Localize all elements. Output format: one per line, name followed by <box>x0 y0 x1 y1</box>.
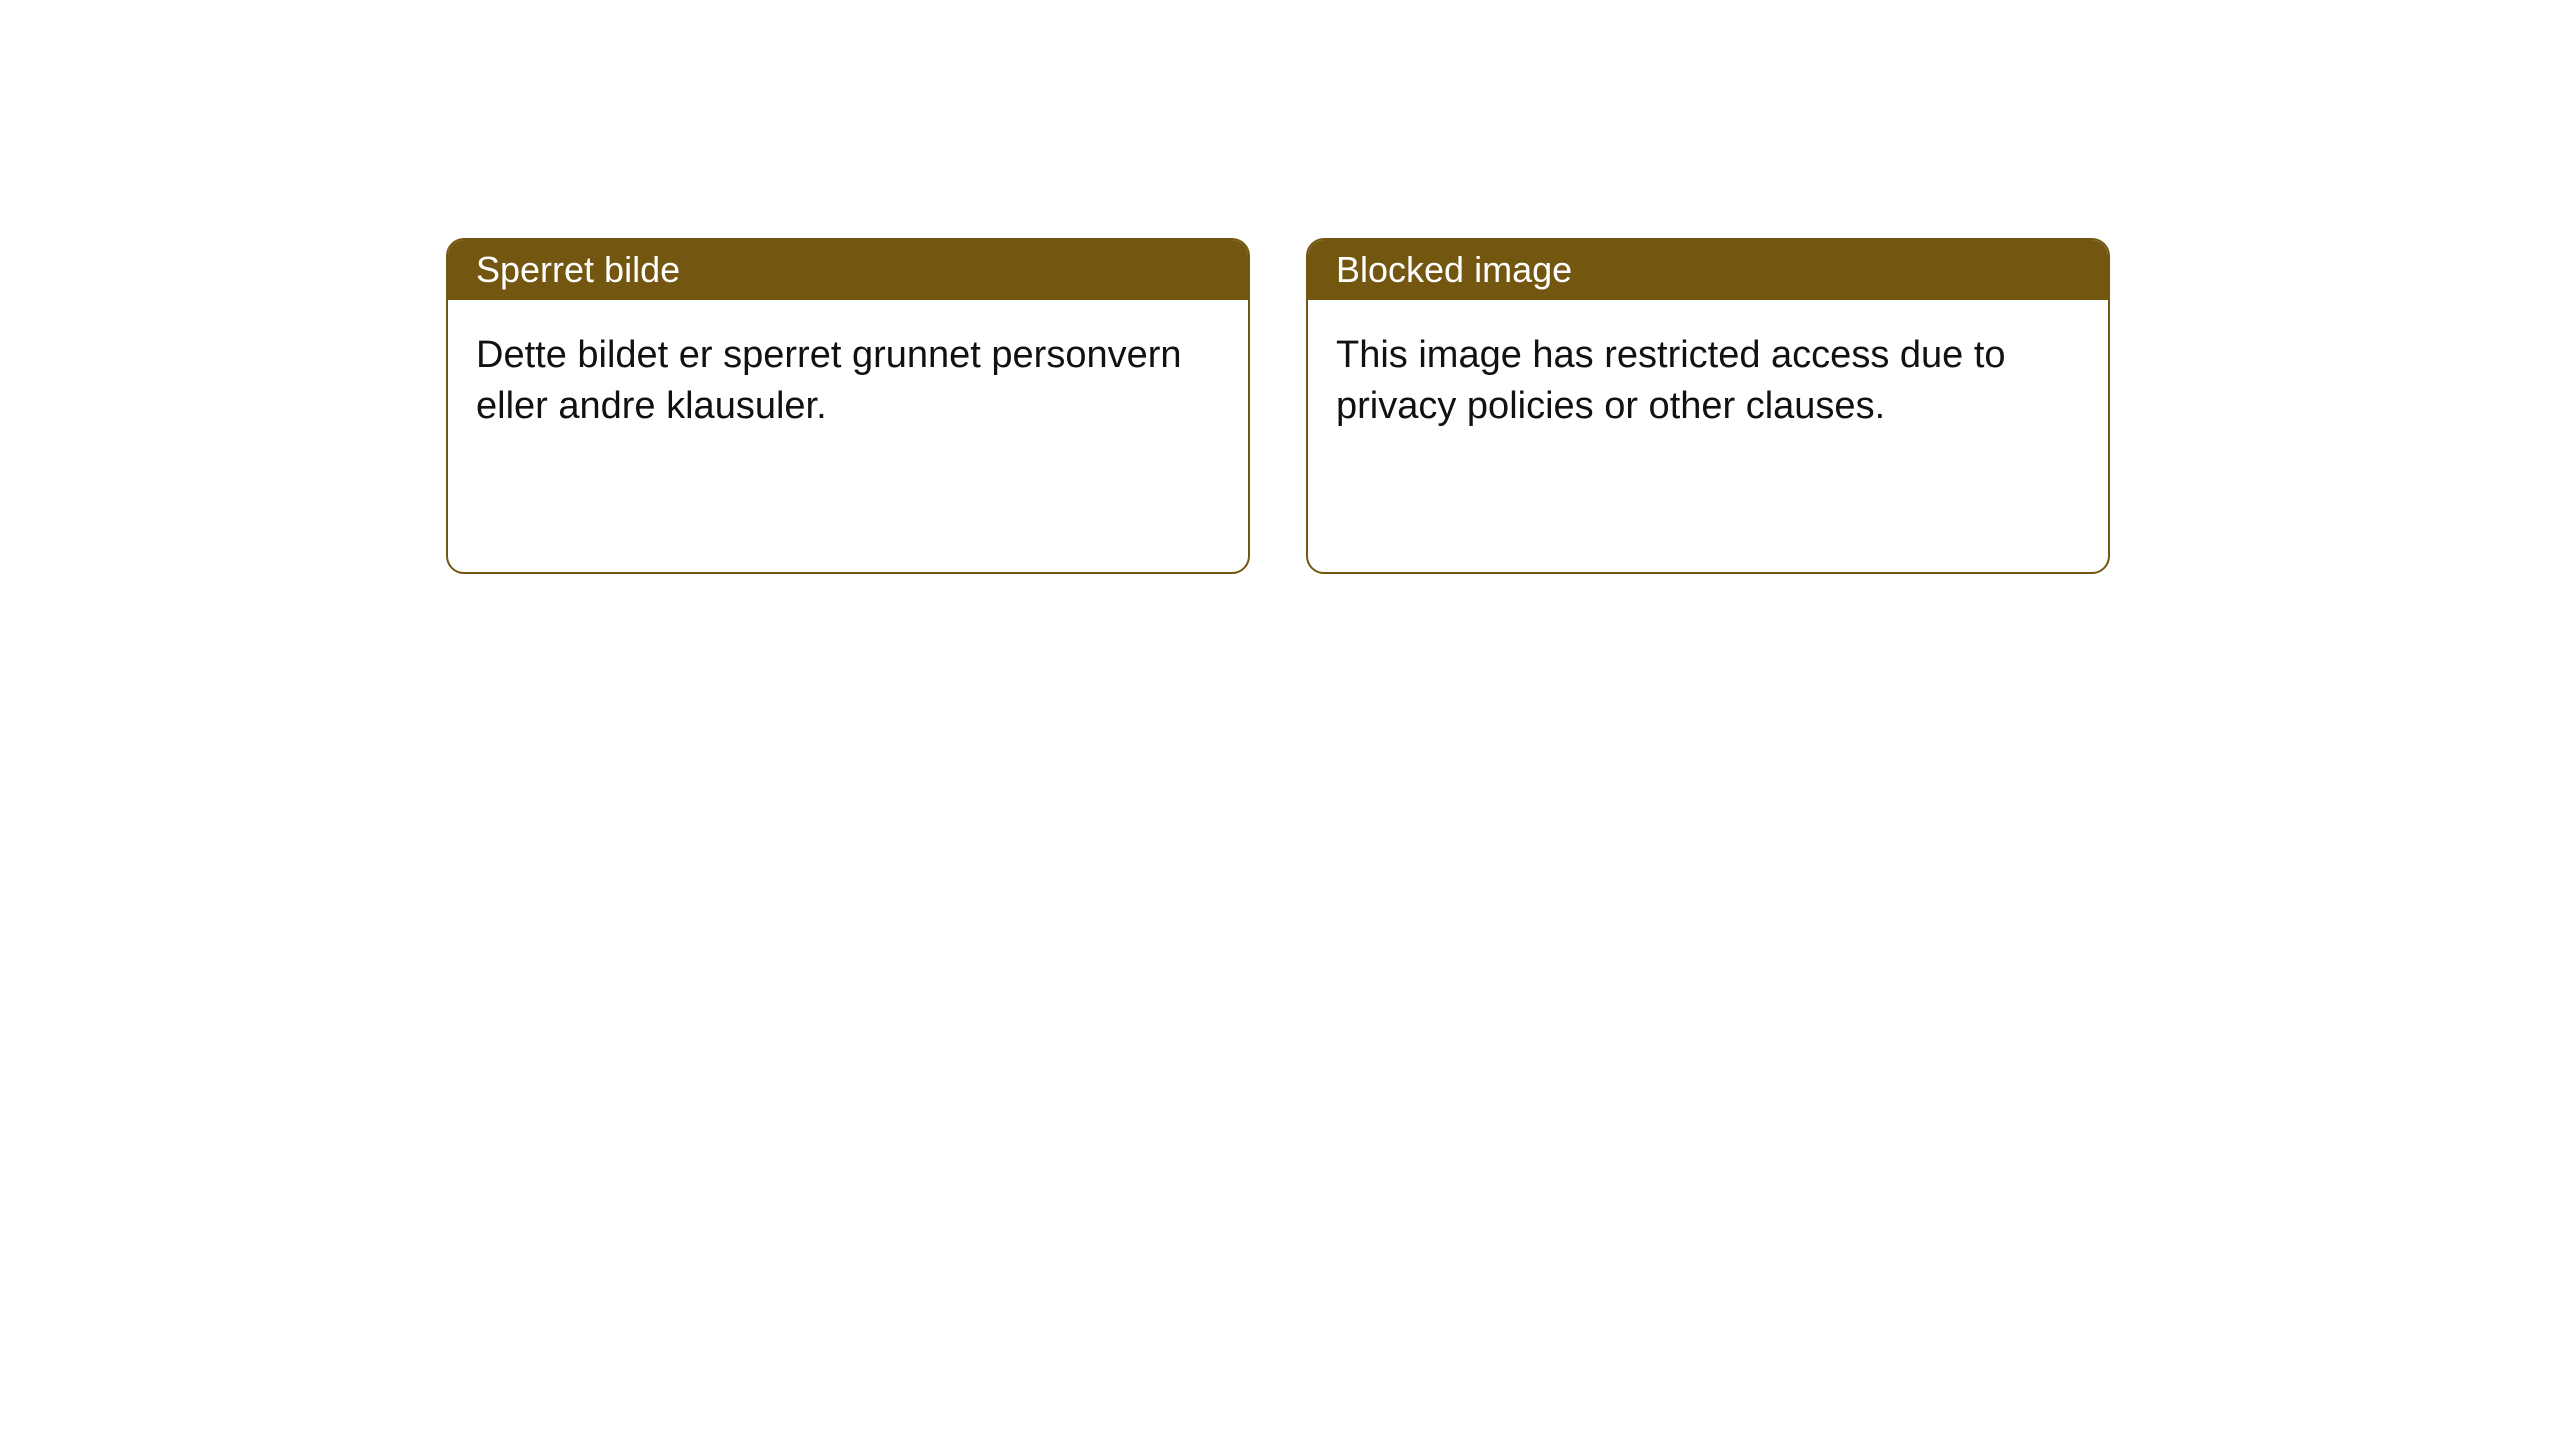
notice-card-title-en: Blocked image <box>1336 249 1572 291</box>
notice-card-en: Blocked image This image has restricted … <box>1306 238 2110 574</box>
notice-card-title-no: Sperret bilde <box>476 249 680 291</box>
notice-card-header-no: Sperret bilde <box>448 240 1248 300</box>
notice-card-header-en: Blocked image <box>1308 240 2108 300</box>
notice-card-text-en: This image has restricted access due to … <box>1336 334 2006 427</box>
notice-cards-container: Sperret bilde Dette bildet er sperret gr… <box>0 0 2560 574</box>
notice-card-no: Sperret bilde Dette bildet er sperret gr… <box>446 238 1250 574</box>
notice-card-body-en: This image has restricted access due to … <box>1308 300 2108 463</box>
notice-card-body-no: Dette bildet er sperret grunnet personve… <box>448 300 1248 463</box>
notice-card-text-no: Dette bildet er sperret grunnet personve… <box>476 334 1182 427</box>
